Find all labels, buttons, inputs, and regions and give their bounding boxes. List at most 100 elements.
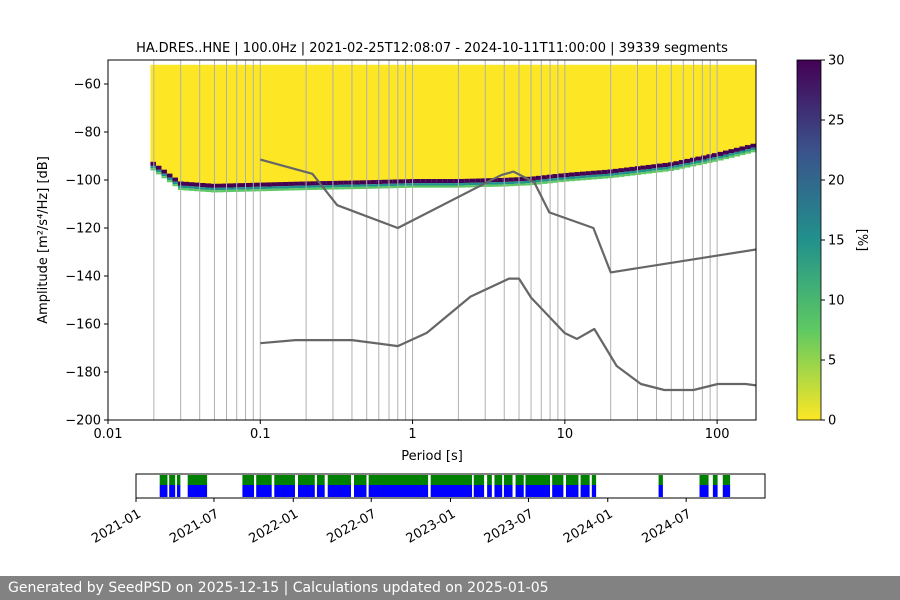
heatmap-cell bbox=[590, 177, 597, 180]
heatmap-cell bbox=[475, 32, 481, 35]
heatmap-cell bbox=[205, 187, 212, 190]
heatmap-cell bbox=[426, 32, 432, 35]
heatmap-cell bbox=[338, 32, 344, 35]
timeline-used-segment bbox=[525, 475, 551, 485]
heatmap-cell bbox=[469, 182, 476, 186]
heatmap-cell bbox=[442, 32, 448, 35]
heatmap-cell bbox=[519, 183, 526, 186]
heatmap-cell bbox=[733, 147, 741, 152]
chart-title: HA.DRES..HNE | 100.0Hz | 2021-02-25T12:0… bbox=[136, 41, 728, 56]
heatmap-cell bbox=[535, 175, 542, 180]
heatmap-cell bbox=[425, 185, 432, 188]
heatmap-cell bbox=[612, 172, 619, 176]
timeline-tick-label: 2022-01 bbox=[247, 507, 302, 547]
heatmap-cell bbox=[558, 32, 564, 35]
heatmap-cell bbox=[282, 188, 289, 191]
x-tick-label: 100 bbox=[705, 427, 730, 442]
heatmap-cell bbox=[244, 187, 251, 190]
heatmap-cell bbox=[271, 188, 278, 191]
heatmap-cell bbox=[255, 186, 262, 190]
heatmap-cell bbox=[172, 184, 179, 187]
timeline-available-segment bbox=[274, 485, 295, 497]
curve-nhnm bbox=[260, 158, 756, 274]
heatmap-cell bbox=[491, 184, 498, 187]
heatmap-cell bbox=[541, 179, 548, 182]
y-axis-ticks: −60 −80 −100 −120 −140 −160 −180 −200 bbox=[65, 78, 108, 429]
heatmap-cell bbox=[497, 177, 504, 183]
heatmap-cell bbox=[326, 180, 333, 186]
heatmap-cell bbox=[684, 165, 691, 168]
heatmap-cell bbox=[343, 32, 349, 35]
heatmap-cell bbox=[359, 184, 366, 187]
heatmap-cell bbox=[502, 184, 509, 187]
timeline-used-segment bbox=[699, 475, 709, 485]
heatmap-cell bbox=[739, 152, 746, 156]
heatmap-cell bbox=[199, 183, 207, 188]
heatmap-cell bbox=[662, 162, 669, 168]
heatmap-cell bbox=[623, 64, 630, 171]
heatmap-cell bbox=[535, 179, 542, 183]
heatmap-cell bbox=[706, 64, 713, 158]
heatmap-cell bbox=[244, 32, 250, 35]
heatmap-cell bbox=[629, 64, 636, 171]
heatmap-cell bbox=[458, 185, 465, 188]
heatmap-cell bbox=[310, 187, 317, 190]
heatmap-cell bbox=[530, 64, 537, 180]
colorbar-tick-label: 10 bbox=[828, 294, 845, 309]
heatmap-cell bbox=[519, 181, 526, 184]
heatmap-cell bbox=[166, 180, 174, 183]
heatmap-cell bbox=[404, 32, 410, 35]
heatmap-cell bbox=[293, 185, 300, 189]
heatmap-cell bbox=[381, 64, 388, 184]
heatmap-cell bbox=[618, 172, 625, 175]
colorbar-tick-label: 20 bbox=[828, 174, 845, 189]
heatmap-cell bbox=[431, 64, 438, 183]
heatmap-cell bbox=[563, 64, 570, 177]
heatmap-cell bbox=[326, 187, 333, 190]
heatmap-cell bbox=[172, 64, 179, 181]
heatmap-cell bbox=[458, 64, 465, 183]
heatmap-cell bbox=[447, 185, 454, 188]
heatmap-cell bbox=[392, 179, 399, 184]
heatmap-cell bbox=[354, 180, 361, 185]
heatmap-cell bbox=[711, 64, 719, 157]
heatmap-cell bbox=[271, 64, 278, 186]
heatmap-cell bbox=[458, 178, 465, 184]
timeline-available-segment bbox=[580, 485, 590, 497]
timeline-available-segment bbox=[187, 485, 208, 497]
heatmap-cell bbox=[668, 32, 674, 35]
heatmap-cell bbox=[508, 184, 515, 187]
heatmap-cell bbox=[684, 162, 691, 166]
heatmap-cell bbox=[750, 32, 756, 35]
heatmap-cell bbox=[700, 155, 708, 160]
heatmap-cell bbox=[475, 64, 482, 182]
heatmap-cell bbox=[739, 150, 746, 153]
heatmap-cell bbox=[651, 64, 658, 168]
timeline-available-segment bbox=[503, 485, 513, 497]
heatmap-cell bbox=[491, 64, 498, 182]
heatmap-cell bbox=[188, 186, 196, 189]
heatmap-cell bbox=[744, 145, 752, 150]
heatmap-cell bbox=[711, 159, 719, 162]
timeline-available-segment bbox=[591, 485, 597, 497]
timeline-available-segment bbox=[430, 485, 473, 497]
heatmap-cell bbox=[656, 163, 664, 168]
heatmap-cell bbox=[678, 160, 686, 165]
heatmap-cell bbox=[475, 178, 482, 183]
heatmap-cell bbox=[277, 188, 284, 191]
heatmap-cell bbox=[233, 189, 240, 192]
heatmap-cell bbox=[354, 32, 360, 35]
heatmap-cell bbox=[249, 182, 256, 187]
heatmap-cell bbox=[557, 173, 564, 178]
heatmap-cell bbox=[552, 180, 559, 183]
heatmap-cell bbox=[508, 177, 515, 182]
heatmap-cell bbox=[387, 32, 393, 35]
heatmap-cell bbox=[711, 153, 719, 158]
heatmap-cell bbox=[640, 165, 647, 170]
heatmap-cell bbox=[453, 183, 460, 186]
heatmap-cell bbox=[282, 181, 289, 187]
colorbar-tick-label: 15 bbox=[828, 234, 845, 249]
heatmap-cell bbox=[365, 64, 372, 184]
heatmap-cell bbox=[541, 175, 548, 180]
heatmap-cell bbox=[288, 185, 295, 189]
